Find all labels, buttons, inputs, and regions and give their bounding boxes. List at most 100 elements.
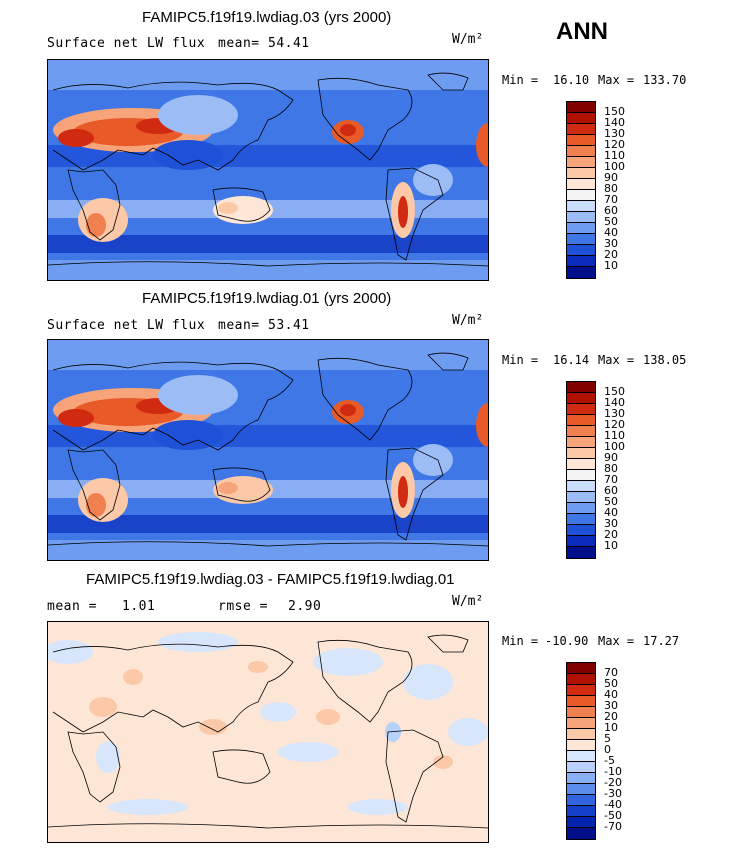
panel2-colorbar-swatch bbox=[567, 492, 595, 503]
panel2-colorbar-tick-label: 10 bbox=[604, 539, 618, 552]
panel3-colorbar-swatch bbox=[567, 740, 595, 751]
panel3-colorbar-labels: 70 50 40 30 20 10 5 0 -5 -10 -20 -30 -40 -50 -70 bbox=[604, 662, 622, 832]
panel3-colorbar-swatch bbox=[567, 817, 595, 828]
panel3-colorbar-swatch bbox=[567, 707, 595, 718]
season-label: ANN bbox=[556, 18, 608, 45]
panel2-colorbar-swatch bbox=[567, 459, 595, 470]
panel1-colorbar-labels: 150 140 130 120 110 100 90 80 70 60 50 40 30 20 10 bbox=[604, 101, 625, 271]
panel1-colorbar-swatch bbox=[567, 245, 595, 256]
panel3-colorbar-swatch bbox=[567, 795, 595, 806]
panel1-colorbar-swatch bbox=[567, 113, 595, 124]
panel2-colorbar-swatch bbox=[567, 536, 595, 547]
panel1-map bbox=[47, 59, 489, 281]
panel2-mean-label: mean= bbox=[218, 318, 260, 333]
panel1-mean-label: mean= bbox=[218, 36, 260, 51]
panel1-max-value: 133.70 bbox=[643, 73, 687, 87]
panel3-map-field bbox=[48, 622, 488, 842]
panel1-unit: W/m² bbox=[452, 32, 484, 47]
panel1-colorbar-swatch bbox=[567, 135, 595, 146]
panel2-colorbar-tick-label: 130 bbox=[604, 407, 625, 420]
panel2-variable-label: Surface net LW flux bbox=[47, 318, 206, 333]
panel3-colorbar-tick-label: 20 bbox=[604, 710, 618, 723]
panel3-min-label: Min = bbox=[502, 634, 539, 648]
panel3-colorbar-swatch bbox=[567, 762, 595, 773]
panel2-colorbar bbox=[566, 381, 596, 559]
panel2-colorbar-swatch bbox=[567, 393, 595, 404]
panel3-rmse-label: rmse = bbox=[218, 599, 268, 614]
panel1-colorbar-tick-label: 80 bbox=[604, 182, 618, 195]
panel3-colorbar-tick-label: 50 bbox=[604, 677, 618, 690]
panel1-colorbar-swatch bbox=[567, 168, 595, 179]
panel3-min-value: -10.90 bbox=[545, 634, 589, 648]
panel3-colorbar-swatch bbox=[567, 828, 595, 839]
panel3-colorbar-tick-label: 70 bbox=[604, 666, 618, 679]
panel3-colorbar-tick-label: 30 bbox=[604, 699, 618, 712]
panel1-colorbar-tick-label: 130 bbox=[604, 127, 625, 140]
panel2-colorbar-tick-label: 40 bbox=[604, 506, 618, 519]
panel2-colorbar-swatch bbox=[567, 481, 595, 492]
panel1-colorbar-swatch bbox=[567, 212, 595, 223]
panel3-colorbar-tick-label: 40 bbox=[604, 688, 618, 701]
panel2-colorbar-swatch bbox=[567, 426, 595, 437]
panel1-colorbar-swatch bbox=[567, 234, 595, 245]
panel2-colorbar-swatch bbox=[567, 415, 595, 426]
panel3-colorbar-swatch bbox=[567, 806, 595, 817]
panel1-colorbar-swatch bbox=[567, 201, 595, 212]
panel1-colorbar-tick-label: 140 bbox=[604, 116, 625, 129]
panel2-title: FAMIPC5.f19f19.lwdiag.01 (yrs 2000) bbox=[142, 290, 392, 307]
panel2-colorbar-tick-label: 70 bbox=[604, 473, 618, 486]
panel1-min-value: 16.10 bbox=[553, 73, 590, 87]
panel3-colorbar-tick-label: -70 bbox=[604, 820, 622, 833]
panel1-colorbar-swatch bbox=[567, 146, 595, 157]
panel2-mean-value: 53.41 bbox=[268, 318, 310, 333]
panel2-colorbar-tick-label: 30 bbox=[604, 517, 618, 530]
panel2-colorbar-swatch bbox=[567, 470, 595, 481]
panel2-map bbox=[47, 339, 489, 561]
panel1-min-label: Min = bbox=[502, 73, 539, 87]
panel1-title: FAMIPC5.f19f19.lwdiag.03 (yrs 2000) bbox=[142, 9, 392, 26]
panel2-colorbar-swatch bbox=[567, 514, 595, 525]
panel3-colorbar-swatch bbox=[567, 685, 595, 696]
panel1-colorbar-tick-label: 120 bbox=[604, 138, 625, 151]
panel2-max-value: 138.05 bbox=[643, 353, 687, 367]
panel1-colorbar bbox=[566, 101, 596, 279]
panel3-colorbar-swatch bbox=[567, 773, 595, 784]
panel2-colorbar-tick-label: 120 bbox=[604, 418, 625, 431]
panel2-max-label: Max = bbox=[598, 353, 635, 367]
panel1-colorbar-tick-label: 50 bbox=[604, 215, 618, 228]
panel3-colorbar-tick-label: -10 bbox=[604, 765, 622, 778]
panel1-colorbar-tick-label: 90 bbox=[604, 171, 618, 184]
panel3-colorbar-tick-label: -30 bbox=[604, 787, 622, 800]
panel1-variable-label: Surface net LW flux bbox=[47, 36, 206, 51]
panel1-colorbar-swatch bbox=[567, 157, 595, 168]
panel3-title: FAMIPC5.f19f19.lwdiag.03 - FAMIPC5.f19f1… bbox=[86, 571, 455, 588]
panel3-colorbar-swatch bbox=[567, 751, 595, 762]
panel1-colorbar-swatch bbox=[567, 256, 595, 267]
panel2-colorbar-swatch bbox=[567, 448, 595, 459]
panel2-colorbar-tick-label: 80 bbox=[604, 462, 618, 475]
panel3-colorbar-swatch bbox=[567, 674, 595, 685]
panel1-colorbar-swatch bbox=[567, 179, 595, 190]
panel1-colorbar-tick-label: 60 bbox=[604, 204, 618, 217]
panel2-colorbar-tick-label: 150 bbox=[604, 385, 625, 398]
panel3-colorbar-swatch bbox=[567, 696, 595, 707]
panel3-colorbar-swatch bbox=[567, 729, 595, 740]
panel3-colorbar-tick-label: 5 bbox=[604, 732, 611, 745]
panel2-colorbar-labels: 150 140 130 120 110 100 90 80 70 60 50 40 30 20 10 bbox=[604, 381, 625, 551]
panel2-unit: W/m² bbox=[452, 313, 484, 328]
panel3-colorbar-swatch bbox=[567, 784, 595, 795]
panel1-colorbar-tick-label: 100 bbox=[604, 160, 625, 173]
panel3-colorbar bbox=[566, 662, 596, 840]
panel1-colorbar-swatch bbox=[567, 190, 595, 201]
panel1-colorbar-swatch bbox=[567, 124, 595, 135]
panel2-min-label: Min = bbox=[502, 353, 539, 367]
panel1-map-field bbox=[48, 60, 488, 280]
panel2-colorbar-tick-label: 90 bbox=[604, 451, 618, 464]
panel3-unit: W/m² bbox=[452, 594, 484, 609]
panel2-colorbar-swatch bbox=[567, 547, 595, 558]
panel3-colorbar-tick-label: -20 bbox=[604, 776, 622, 789]
panel2-colorbar-swatch bbox=[567, 525, 595, 536]
panel1-mean-value: 54.41 bbox=[268, 36, 310, 51]
panel1-max-label: Max = bbox=[598, 73, 635, 87]
panel3-mean-value: 1.01 bbox=[122, 599, 156, 614]
